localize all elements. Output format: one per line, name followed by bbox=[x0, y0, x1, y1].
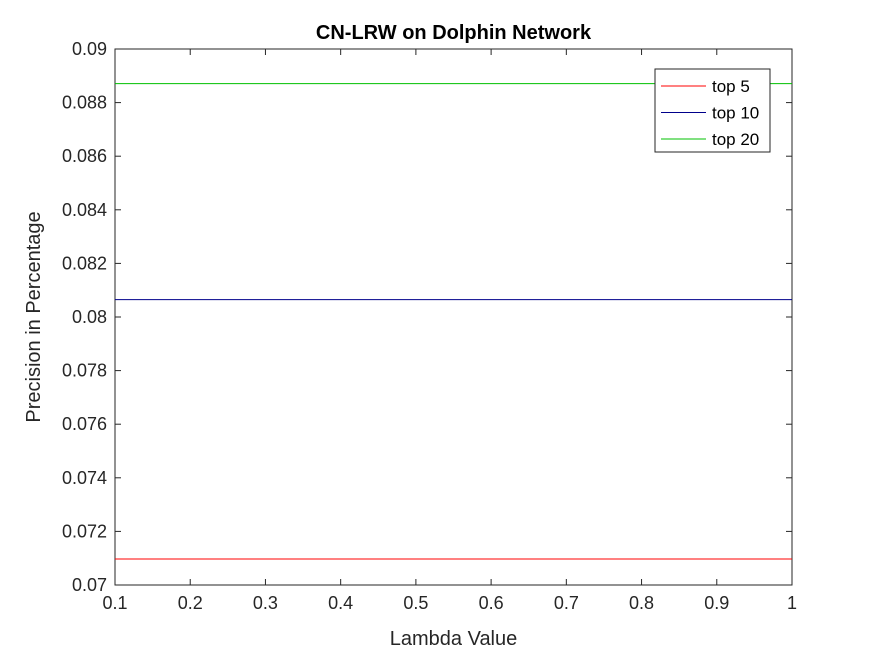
y-tick-label: 0.072 bbox=[62, 521, 107, 541]
legend-item-2: top 10 bbox=[661, 104, 759, 123]
y-tick-label: 0.078 bbox=[62, 361, 107, 381]
y-tick-label: 0.08 bbox=[72, 307, 107, 327]
y-tick-label: 0.074 bbox=[62, 468, 107, 488]
x-tick-label: 0.1 bbox=[102, 593, 127, 613]
legend-item-3: top 20 bbox=[661, 130, 759, 149]
tick-layer: 0.1 0.2 0.3 0.4 0.5 0.6 0.7 0.8 0.9 1 0.07 0.072 0.0… bbox=[62, 39, 797, 613]
x-tick-label: 0.3 bbox=[253, 593, 278, 613]
chart-title: CN-LRW on Dolphin Network bbox=[316, 22, 592, 44]
x-tick-label: 0.6 bbox=[479, 593, 504, 613]
legend-box bbox=[654, 68, 771, 153]
legend: top 5 top 10 top 20 bbox=[654, 68, 771, 153]
y-tick-label: 0.084 bbox=[62, 200, 107, 220]
y-tick-label: 0.09 bbox=[72, 39, 107, 59]
x-tick-label: 0.5 bbox=[403, 593, 428, 613]
x-tick-label: 1 bbox=[787, 593, 797, 613]
y-axis-label: Precision in Percentage bbox=[23, 211, 45, 422]
x-axis-label: Lambda Value bbox=[390, 628, 518, 650]
y-tick-label: 0.086 bbox=[62, 146, 107, 166]
y-tick-label: 0.07 bbox=[72, 575, 107, 595]
legend-item-1: top 5 bbox=[661, 77, 750, 96]
x-tick-label: 0.9 bbox=[704, 593, 729, 613]
x-tick-label: 0.4 bbox=[328, 593, 353, 613]
y-tick-label: 0.076 bbox=[62, 414, 107, 434]
legend-label: top 10 bbox=[712, 104, 759, 123]
y-tick-label: 0.082 bbox=[62, 253, 107, 273]
x-tick-label: 0.7 bbox=[554, 593, 579, 613]
y-tick-label: 0.088 bbox=[62, 93, 107, 113]
legend-label: top 5 bbox=[712, 77, 750, 96]
x-tick-label: 0.8 bbox=[629, 593, 654, 613]
legend-label: top 20 bbox=[712, 130, 759, 149]
legend-items: top 5 top 10 top 20 bbox=[661, 77, 759, 149]
x-tick-label: 0.2 bbox=[178, 593, 203, 613]
